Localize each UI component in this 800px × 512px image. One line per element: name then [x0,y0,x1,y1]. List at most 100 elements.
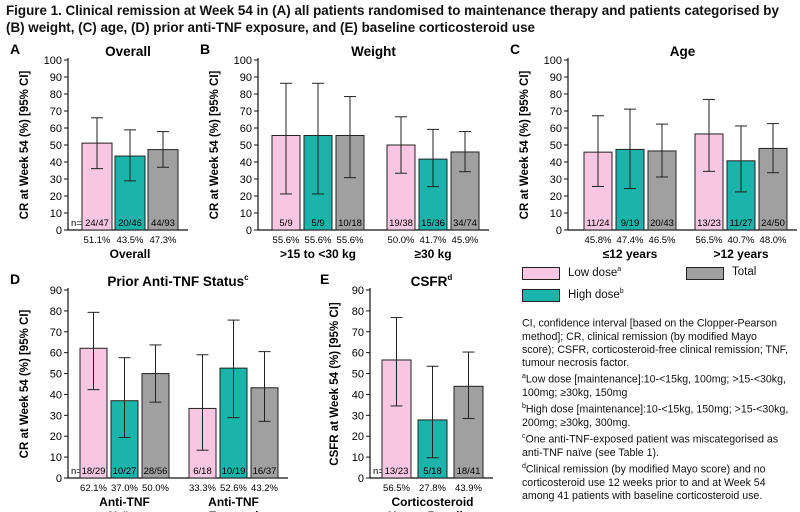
panel-letter: C [510,41,520,57]
percent-label: 27.8% [419,483,446,494]
percent-label: 46.5% [649,235,676,246]
percent-label: 45.9% [452,235,479,246]
n-prefix: n= [71,218,82,229]
n-label: 18/41 [457,466,481,477]
percent-label: 55.6% [337,235,364,246]
panel-c-age-chart: C Age CR at Week 54 (%) [95% CI] 0 10 20 30 40 5… [510,41,797,261]
y-tick-label: 0 [556,225,562,237]
chart-title: Overall [105,44,151,59]
percent-label: 51.1% [84,235,111,246]
y-tick-label: 30 [50,410,62,422]
y-tick-label: 10 [50,452,62,464]
footnote-a: aLow dose [maintenance]:10-<15kg, 100mg;… [522,373,786,400]
percent-label: 50.0% [142,483,169,494]
y-tick-label: 60 [240,123,252,135]
x-category-label: Use at Baseline [388,509,477,512]
y-tick-label: 30 [352,410,364,422]
n-label: 5/9 [279,218,292,229]
y-tick-label: 70 [50,106,62,118]
x-category-label: Exposed [208,509,258,512]
y-tick-label: 0 [246,225,252,237]
n-label: 24/47 [85,218,109,229]
y-tick-label: 10 [50,208,62,220]
percent-label: 37.0% [111,483,138,494]
n-label: 16/37 [253,466,277,477]
y-tick-label: 40 [352,389,364,401]
n-prefix: n= [373,466,384,477]
n-label: 5/18 [423,466,442,477]
y-tick-label: 40 [50,157,62,169]
y-tick-label: 60 [550,123,562,135]
n-label: 20/46 [118,218,142,229]
y-tick-label: 80 [550,89,562,101]
panel-letter: E [320,271,329,287]
chart-title: Weight [351,44,396,59]
y-tick-label: 100 [544,55,562,67]
x-category-label: ≥30 kg [414,247,451,261]
percent-label: 50.0% [388,235,415,246]
y-tick-label: 20 [550,191,562,203]
n-label: 10/27 [113,466,137,477]
percent-label: 62.1% [80,483,107,494]
chart-title-superscript: d [447,273,452,282]
y-tick-label: 40 [550,157,562,169]
n-label: 9/19 [621,218,640,229]
y-tick-label: 90 [550,72,562,84]
bar-low-dose [81,142,113,231]
footnote-b: bHigh dose [maintenance]:10-<15kg, 150mg… [522,403,789,430]
y-tick-label: 20 [50,191,62,203]
y-tick-label: 70 [240,106,252,118]
n-label: 18/29 [82,466,106,477]
chart-title-text: Weight [351,44,396,59]
footnote-d: dClinical remission (by modified Mayo sc… [522,463,766,503]
y-tick-label: 20 [240,191,252,203]
chart-title: Prior Anti-TNF Statusc [107,273,249,289]
chart-title: CSFRd [411,273,453,289]
percent-label: 55.6% [305,235,332,246]
y-tick-label: 70 [352,327,364,339]
y-axis-label: CSFR at Week 54 (%) [95% CI] [329,302,341,466]
x-category-label: Anti-TNF [208,495,259,509]
y-tick-label: 50 [352,369,364,381]
y-tick-label: 80 [352,306,364,318]
n-label: 6/18 [193,466,212,477]
y-tick-label: 50 [550,140,562,152]
bar-total [758,147,788,231]
n-label: 10/19 [222,466,246,477]
y-tick-label: 90 [240,72,252,84]
y-tick-label: 0 [56,225,62,237]
x-category-label: >15 to <30 kg [280,247,356,261]
y-tick-label: 70 [50,327,62,339]
y-tick-label: 70 [550,106,562,118]
percent-label: 56.5% [383,483,410,494]
percent-label: 47.4% [617,235,644,246]
n-label: 20/43 [650,218,674,229]
panel-e-csfr-chart: E CSFRd CSFR at Week 54 (%) [95% CI] 0 10 20 3… [320,271,493,512]
y-tick-label: 60 [50,123,62,135]
x-category-label: Corticosteroid [391,495,473,509]
n-label: 28/56 [144,466,168,477]
y-tick-label: 90 [50,72,62,84]
figure-title: Figure 1. Clinical remission at Week 54 … [6,3,779,35]
legend-total-label: Total [732,266,757,278]
y-tick-label: 10 [550,208,562,220]
percent-label: 48.0% [760,235,787,246]
n-label: 24/50 [761,218,785,229]
n-label: 15/36 [421,218,445,229]
y-tick-label: 100 [44,55,62,67]
total-swatch [686,267,724,280]
y-axis-label: CR at Week 54 (%) [95% CI] [519,70,531,219]
y-tick-label: 30 [50,174,62,186]
y-tick-label: 80 [50,89,62,101]
x-category-label: Overall [110,247,151,261]
y-tick-label: 50 [240,140,252,152]
y-tick-label: 0 [358,473,364,485]
n-label: 13/23 [697,218,721,229]
panel-a-overall-chart: A Overall CR at Week 54 (%) [95% CI] 0 10 20 3… [10,41,188,261]
percent-label: 47.3% [150,235,177,246]
panel-letter: A [10,41,20,57]
percent-label: 40.7% [728,235,755,246]
y-tick-label: 90 [352,285,364,297]
n-label: 10/18 [338,218,362,229]
percent-label: 56.5% [696,235,723,246]
